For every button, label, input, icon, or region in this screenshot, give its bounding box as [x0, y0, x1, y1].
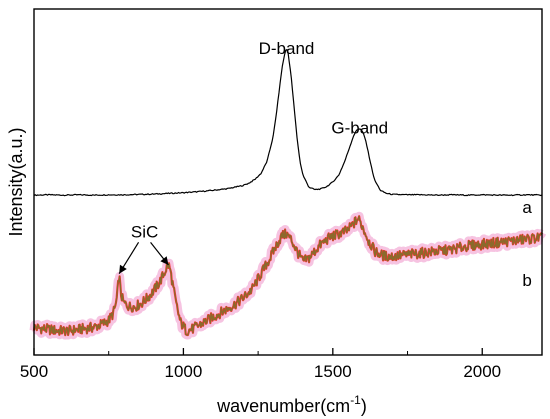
y-axis-title: Intensity(a.u.)	[6, 127, 26, 236]
sic-arrowhead	[119, 264, 127, 274]
x-axis-ticks: 500 1000 1500 2000	[20, 348, 501, 381]
x-axis-title-exponent: -1	[350, 393, 361, 407]
annotation-g-band: G-band	[331, 119, 388, 138]
annotation-d-band: D-band	[259, 39, 315, 58]
series-1-line	[33, 49, 543, 197]
x-axis-title-main: wavenumber(cm	[216, 396, 350, 416]
plot-frame	[33, 8, 543, 356]
x-tick-label: 2000	[463, 362, 501, 381]
annotation-sic: SiC	[131, 222, 158, 241]
series-2-line	[33, 215, 543, 336]
x-axis-title: wavenumber(cm-1)	[216, 393, 367, 416]
plot-lines	[29, 49, 547, 340]
sic-arrowhead	[160, 256, 169, 266]
annotation-a: a	[522, 198, 532, 217]
annotation-b: b	[522, 271, 531, 290]
x-axis-title-suffix: )	[361, 396, 367, 416]
x-tick-label: 1500	[314, 362, 352, 381]
x-tick-label: 1000	[164, 362, 202, 381]
annotations: D-band G-band SiC a b	[118, 39, 532, 290]
x-tick-label: 500	[20, 362, 48, 381]
